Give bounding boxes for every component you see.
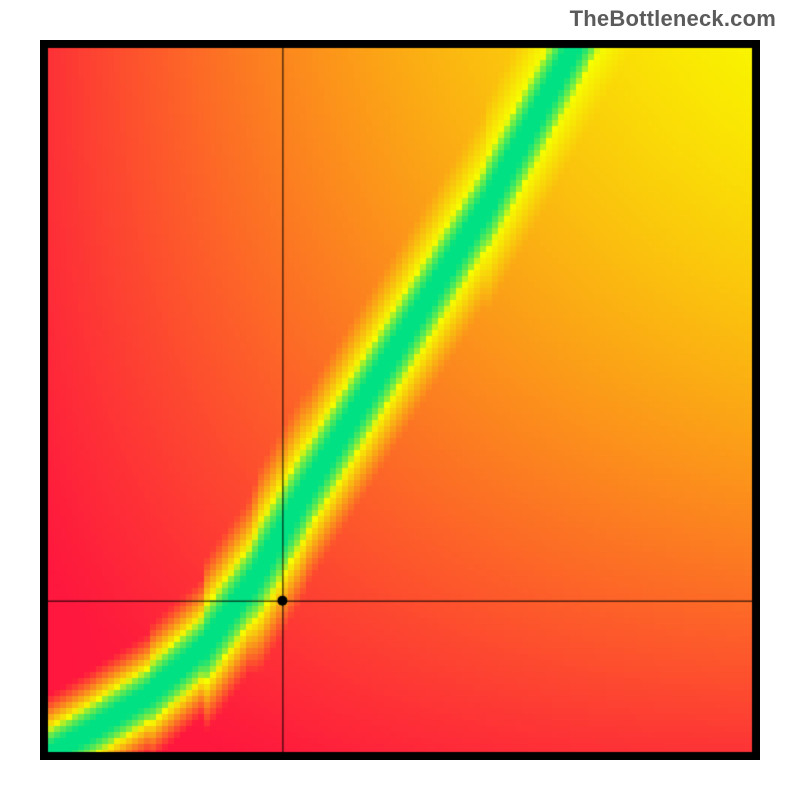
heatmap-canvas — [40, 40, 760, 760]
watermark-text: TheBottleneck.com — [570, 6, 776, 32]
chart-frame: TheBottleneck.com — [0, 0, 800, 800]
plot-border — [40, 40, 760, 760]
